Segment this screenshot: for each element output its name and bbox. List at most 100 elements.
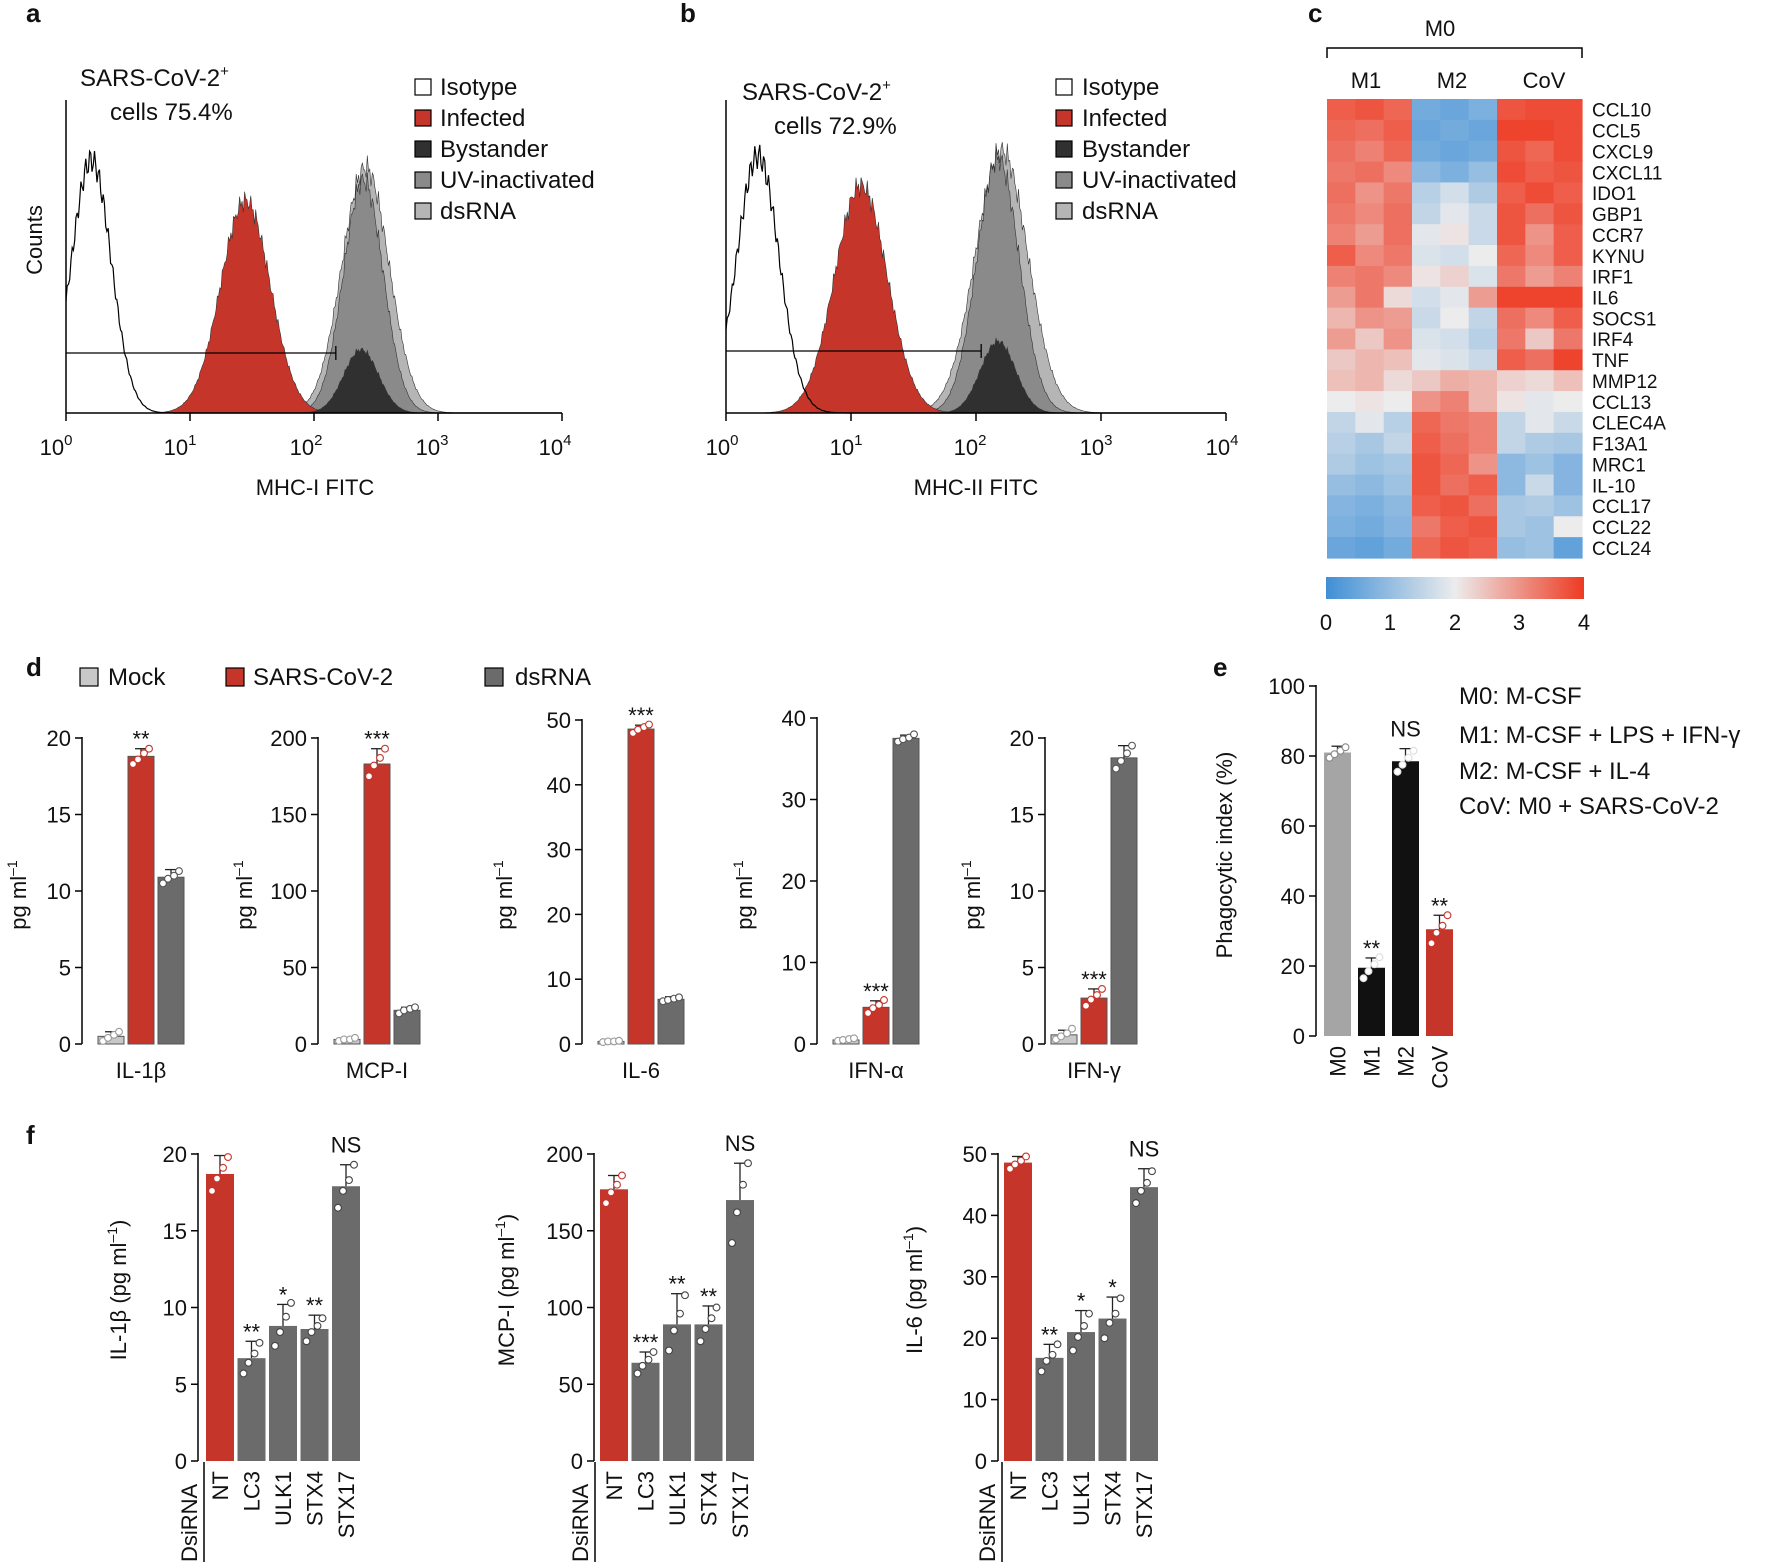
heatmap-cell-CCL17-0 [1327,495,1356,517]
heatmap-cell-CCL17-5 [1468,495,1498,517]
panel-b-legend-swatch-bystander [1055,140,1073,158]
heatmap-cell-GBP1-8 [1553,203,1583,225]
heatmap-cell-IL6-2 [1383,286,1413,309]
heatmap-cell-IRF4-8 [1553,328,1583,350]
heatmap-cell-IRF1-2 [1383,265,1413,288]
heatmap-cell-SOCS1-2 [1383,307,1413,330]
heatmap-cell-CLEC4A-3 [1412,411,1441,434]
data-point-3-0 [1427,939,1436,948]
panel-a-legend-bystander: Bystander [440,136,548,163]
y-tick-label-200: 200 [546,1142,583,1167]
y-tick-label-150: 150 [270,803,307,828]
heatmap-cells [1327,99,1583,559]
heatmap-scale-tick-2: 2 [1449,610,1461,635]
significance-m1: ** [1363,936,1381,961]
panel-e-note-m1: M1: M-CSF + LPS + IFN-γ [1459,722,1740,749]
heatmap-cell-IL-10-8 [1553,474,1583,497]
y-tick-label-60: 60 [1281,814,1305,839]
heatmap-cell-IDO1-1 [1355,182,1385,204]
panel-b-legend-uv: UV-inactivated [1082,167,1237,194]
data-point-2-0 [665,1346,673,1355]
heatmap-cell-CCL5-6 [1497,119,1526,142]
data-point-2-3 [675,993,683,1002]
data-point-1-2 [1370,960,1379,969]
panel-b-legend-infected: Infected [1082,105,1167,132]
chart-d3: 0 10 20 30 40 50 *** IL-6 [547,703,685,1083]
heatmap-cell-CCR7-6 [1497,224,1526,246]
data-point-2-3 [910,730,918,739]
data-point-0-2 [1017,1156,1025,1165]
x-label: IFN-γ [1067,1058,1121,1083]
heatmap-cell-IL6-6 [1497,286,1526,309]
heatmap-cell-CCL24-0 [1327,537,1356,559]
heatmap-cell-CCL10-2 [1383,99,1413,121]
heatmap-cell-F13A1-7 [1525,432,1555,455]
heatmap-cell-CCL5-4 [1440,119,1470,142]
data-point-4-0 [728,1239,736,1247]
heatmap-cell-KYNU-3 [1412,245,1441,267]
heatmap-cell-GBP1-5 [1468,203,1498,225]
panel-label-d: d [26,652,42,682]
panel-f: f IL-1β (pg ml–1) MCP-I (pg ml–1) IL-6 (… [26,1120,1159,1562]
x-category-nt: NT [208,1471,233,1500]
data-point-1-3 [880,996,888,1004]
heatmap-cell-CXCL11-0 [1327,161,1356,184]
data-point-1-3 [1098,984,1106,993]
gene-label-irf1: IRF1 [1592,268,1633,289]
heatmap-cell-CXCL11-7 [1525,161,1555,184]
data-point-4-2 [1143,1178,1151,1187]
heatmap-cell-IRF4-0 [1327,328,1356,350]
heatmap-scale-tick-1: 1 [1384,610,1396,635]
panel-label-c: c [1308,0,1322,28]
panel-b-x-ticks: 100 101 102 103 104 [706,413,1238,460]
y-tick-label-200: 200 [270,726,307,751]
heatmap-scale-tick-0: 0 [1320,610,1332,635]
heatmap-cell-CCR7-0 [1327,224,1356,246]
heatmap-cell-CCL17-6 [1497,495,1526,517]
panel-a-xtick-label-0: 100 [40,432,73,460]
data-point-2-0 [1393,767,1402,776]
data-point-1-1 [1042,1356,1051,1365]
heatmap-cell-CCL13-5 [1468,391,1498,413]
heatmap-cell-CCR7-5 [1468,224,1498,246]
heatmap-cell-CCL24-1 [1355,537,1385,559]
heatmap-cell-CCR7-8 [1553,224,1583,246]
data-point-4-2 [345,1176,353,1185]
panel-a-legend-dsrna: dsRNA [440,198,516,225]
data-point-4-0 [334,1203,342,1212]
y-tick-label-150: 150 [546,1219,583,1244]
data-point-2-3 [287,1298,295,1307]
x-category-lc3: LC3 [634,1471,659,1511]
heatmap-cell-SOCS1-0 [1327,307,1356,330]
bar-stx17 [1130,1187,1158,1461]
data-point-2-3 [1409,746,1418,755]
panel-b-annotation-line2: cells 72.9% [774,113,897,140]
gene-label-irf4: IRF4 [1592,330,1634,351]
heatmap-cell-CLEC4A-0 [1327,411,1356,434]
chart-e: 0 20 40 60 80 100 M0 ** M1 NS M2 ** CoV [1268,674,1453,1089]
panel-b-legend-dsrna: dsRNA [1082,198,1158,225]
heatmap-scale-tick-3: 3 [1513,610,1525,635]
data-point-4-3 [1148,1167,1156,1176]
data-point-1-3 [1375,953,1384,962]
y-tick-label-100: 100 [270,879,307,904]
panel-b-annotation-superscript: + [882,77,891,94]
heatmap-cell-CCL24-7 [1525,537,1555,559]
panel-a-legend-swatch-infected [414,109,432,127]
data-point-3-3 [1443,911,1452,920]
panel-d-legend-swatch-sars [225,667,245,687]
panel-a-x-ticks: 100 101 102 103 104 [40,413,571,460]
y-tick-label-0: 0 [175,1449,187,1474]
panel-a-legend-swatch-dsrna [414,202,432,220]
heatmap-cell-IL6-5 [1468,286,1498,309]
heatmap-cell-IL-10-6 [1497,474,1526,497]
gene-label-ccl24: CCL24 [1592,539,1652,560]
data-point-1-0 [365,772,373,781]
bar-stx17 [332,1186,360,1461]
heatmap-cell-IL-10-2 [1383,474,1413,497]
data-point-4-0 [1132,1199,1140,1208]
y-tick-label-40: 40 [547,773,571,798]
heatmap-top-group-label: M0 [1425,16,1456,41]
heatmap-cell-CCL22-7 [1525,516,1555,538]
data-point-1-2 [376,753,384,762]
